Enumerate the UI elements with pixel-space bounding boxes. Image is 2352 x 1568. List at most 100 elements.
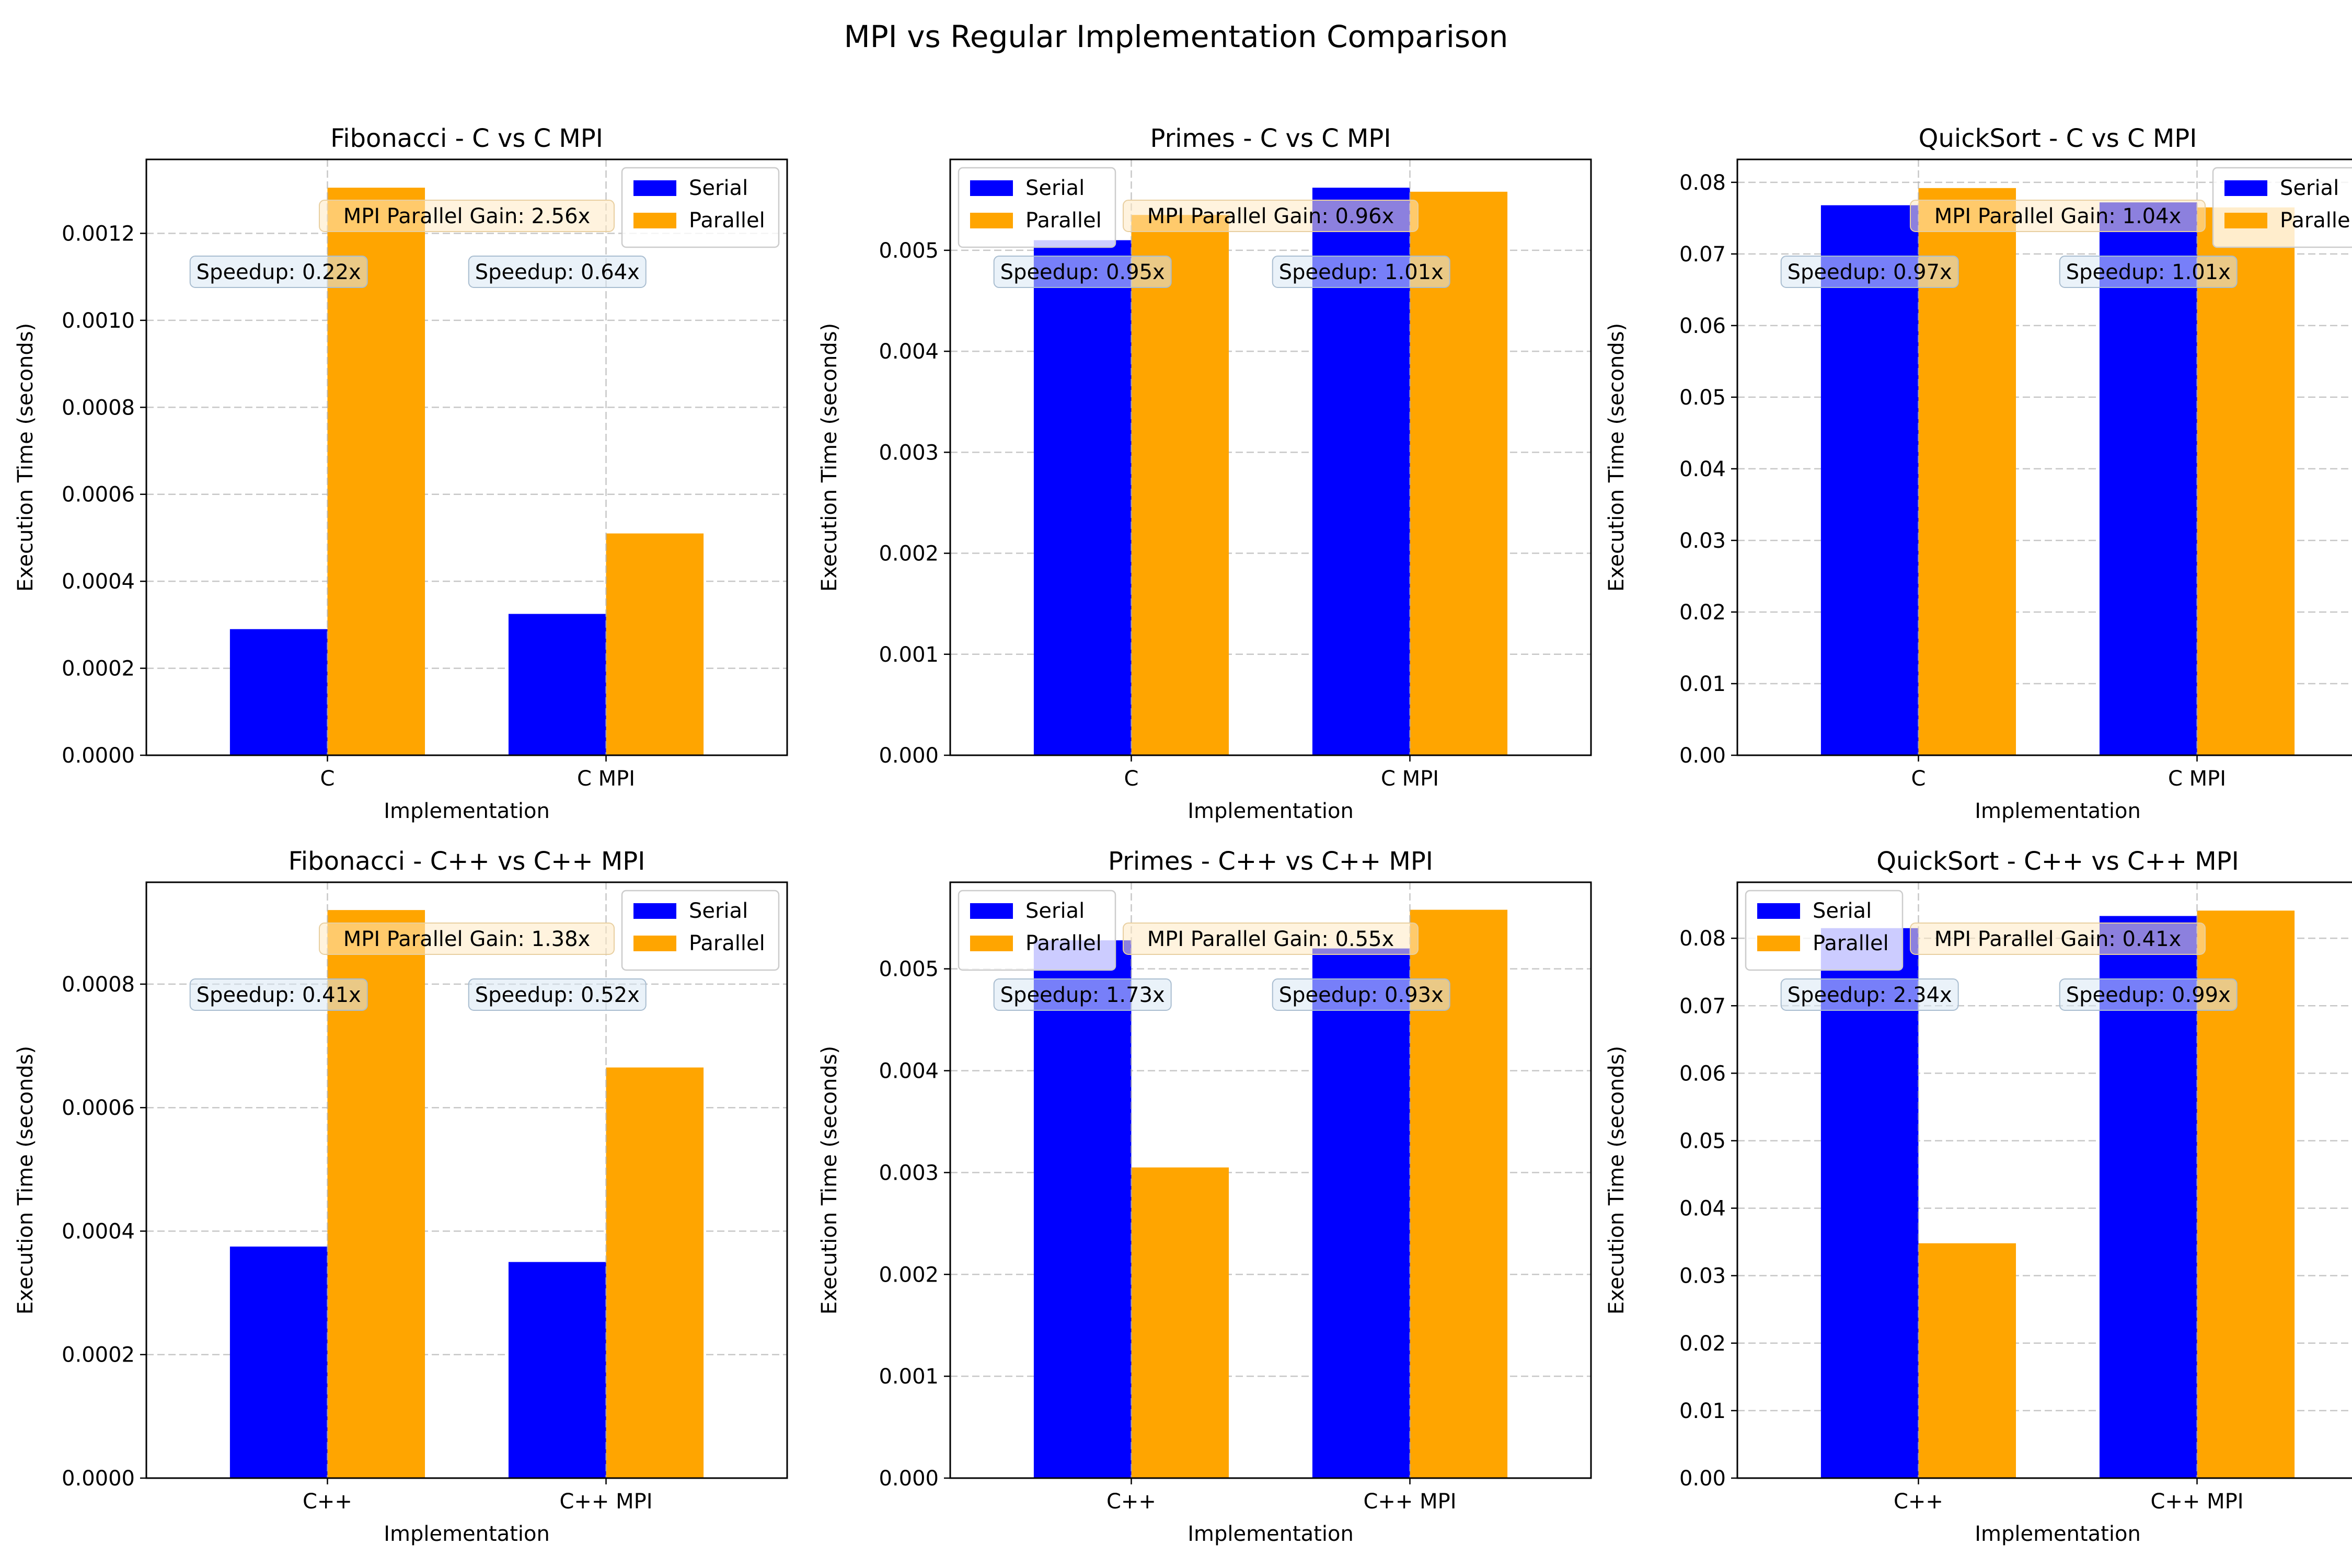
legend-swatch-serial [633, 903, 676, 919]
y-tick-label: 0.0010 [62, 309, 135, 333]
gain-label: MPI Parallel Gain: 1.04x [1934, 204, 2182, 228]
gain-label: MPI Parallel Gain: 0.41x [1934, 927, 2182, 951]
speedup-label-box [993, 978, 1172, 1011]
legend-swatch-serial [2224, 180, 2267, 196]
legend: Serial Parallel [1745, 890, 1904, 971]
legend-label-parallel: Parallel [689, 931, 765, 955]
axes-frame [1736, 881, 2352, 1479]
y-tick-label: 0.03 [1679, 529, 1726, 553]
speedup-label-box [1272, 978, 1450, 1011]
y-tick-label: 0.08 [1679, 927, 1726, 951]
chart-panel-1: 0.0000 0.0002 0.0004 0.0006 0.0008 0.0010 0.00… [14, 124, 788, 823]
chart-title: Fibonacci - C vs C MPI [330, 124, 603, 153]
y-axis-label: Execution Time (seconds) [1605, 323, 1629, 592]
x-axis-label: Implementation [1187, 1522, 1354, 1546]
y-tick-label: 0.04 [1679, 457, 1726, 481]
speedup-label-box [2059, 978, 2238, 1011]
legend-swatch-parallel [2224, 213, 2267, 228]
axes-frame [949, 158, 1592, 756]
x-tick-label: C++ MPI [1363, 1490, 1456, 1514]
y-tick-label: 0.0008 [62, 973, 135, 997]
chart-panel-6: 0.00 0.01 0.02 0.03 0.04 0.05 0.06 0.07 0.08 C++ C… [1605, 847, 2352, 1546]
y-tick-label: 0.00 [1679, 1467, 1726, 1491]
y-tick-label: 0.04 [1679, 1197, 1726, 1221]
gain-label-box [1910, 923, 2206, 955]
speedup-label-box [1780, 256, 1959, 288]
bar-serial [1033, 240, 1132, 755]
speedup-label-box [189, 978, 368, 1011]
gain-label: MPI Parallel Gain: 0.96x [1147, 204, 1394, 228]
axes-frame [145, 158, 788, 756]
y-tick-label: 0.0004 [62, 1219, 135, 1243]
speedup-label-box [468, 256, 647, 288]
legend-label-parallel: Parallel [1813, 931, 1889, 955]
bar-parallel [606, 533, 704, 755]
y-tick-label: 0.004 [879, 340, 939, 364]
gain-label: MPI Parallel Gain: 2.56x [343, 204, 591, 228]
chart-title: Primes - C vs C MPI [1150, 124, 1391, 153]
y-axis-label: Execution Time (seconds) [14, 323, 38, 592]
axes-frame [949, 881, 1592, 1479]
axes-frame [1736, 158, 2352, 756]
y-tick-label: 0.03 [1679, 1264, 1726, 1288]
gain-label-box [319, 923, 615, 955]
speedup-label: Speedup: 0.22x [197, 260, 361, 284]
bar-serial [508, 1262, 606, 1478]
x-tick-label: C MPI [1381, 767, 1439, 791]
y-tick-label: 0.0008 [62, 396, 135, 420]
x-tick-label: C [1124, 767, 1139, 791]
legend-swatch-parallel [633, 213, 676, 228]
y-tick-label: 0.000 [879, 744, 939, 768]
y-tick-label: 0.0004 [62, 570, 135, 594]
bar-serial [229, 1246, 328, 1478]
legend-swatch-parallel [970, 936, 1013, 951]
bar-parallel [606, 1067, 704, 1478]
legend-label-serial: Serial [2280, 176, 2339, 200]
legend-swatch-serial [970, 180, 1013, 196]
bar-parallel [1131, 215, 1229, 755]
axes-frame [145, 881, 788, 1479]
speedup-label: Speedup: 0.97x [1788, 260, 1952, 284]
legend-label-serial: Serial [1813, 899, 1872, 923]
y-tick-label: 0.001 [879, 643, 939, 667]
x-tick-label: C++ MPI [559, 1490, 652, 1514]
legend-label-serial: Serial [1025, 899, 1085, 923]
bar-serial [229, 629, 328, 755]
x-axis-label: Implementation [384, 1522, 550, 1546]
y-tick-label: 0.06 [1679, 1062, 1726, 1086]
x-tick-label: C++ [303, 1490, 352, 1514]
y-tick-label: 0.05 [1679, 386, 1726, 410]
x-tick-label: C++ [1894, 1490, 1943, 1514]
speedup-label: Speedup: 0.41x [197, 983, 361, 1007]
speedup-label-box [993, 256, 1172, 288]
gain-label-box [1123, 200, 1419, 232]
speedup-label-box [2059, 256, 2238, 288]
y-tick-label: 0.00 [1679, 744, 1726, 768]
speedup-label-box [189, 256, 368, 288]
legend: Serial Parallel [621, 890, 780, 971]
speedup-label: Speedup: 1.73x [1000, 983, 1165, 1007]
legend-swatch-serial [970, 903, 1013, 919]
x-tick-label: C++ MPI [2150, 1490, 2243, 1514]
bar-serial [508, 614, 606, 755]
y-tick-label: 0.07 [1679, 994, 1726, 1018]
x-axis-label: Implementation [1187, 799, 1354, 823]
x-axis-label: Implementation [1975, 799, 2141, 823]
y-tick-label: 0.05 [1679, 1129, 1726, 1153]
x-tick-label: C++ [1106, 1490, 1156, 1514]
bar-serial [1820, 205, 1919, 755]
speedup-label-box [1780, 978, 1959, 1011]
y-tick-label: 0.0002 [62, 657, 135, 681]
x-tick-label: C MPI [2168, 767, 2226, 791]
legend-swatch-serial [1757, 903, 1800, 919]
y-tick-label: 0.02 [1679, 601, 1726, 625]
y-tick-label: 0.0000 [62, 744, 135, 768]
legend: Serial Parallel [958, 890, 1116, 971]
speedup-label: Speedup: 2.34x [1788, 983, 1952, 1007]
speedup-label: Speedup: 1.01x [1279, 260, 1444, 284]
y-tick-label: 0.000 [879, 1467, 939, 1491]
x-axis-label: Implementation [1975, 1522, 2141, 1546]
legend-label-serial: Serial [689, 176, 748, 200]
chart-panel-2: 0.000 0.001 0.002 0.003 0.004 0.005 C C MPI Spee… [817, 124, 1592, 823]
